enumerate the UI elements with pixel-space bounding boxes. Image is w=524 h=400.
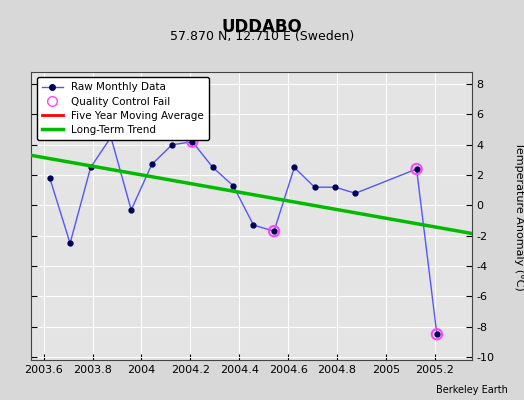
Raw Monthly Data bbox=[189, 139, 195, 144]
Quality Control Fail bbox=[412, 166, 421, 172]
Raw Monthly Data bbox=[352, 191, 358, 196]
Raw Monthly Data bbox=[311, 185, 318, 190]
Quality Control Fail bbox=[188, 138, 196, 145]
Text: Berkeley Earth: Berkeley Earth bbox=[436, 385, 508, 395]
Raw Monthly Data bbox=[169, 142, 175, 147]
Raw Monthly Data bbox=[108, 135, 114, 140]
Raw Monthly Data bbox=[88, 165, 94, 170]
Raw Monthly Data bbox=[128, 208, 134, 212]
Legend: Raw Monthly Data, Quality Control Fail, Five Year Moving Average, Long-Term Tren: Raw Monthly Data, Quality Control Fail, … bbox=[37, 77, 209, 140]
Quality Control Fail bbox=[270, 228, 278, 234]
Raw Monthly Data bbox=[413, 167, 420, 172]
Quality Control Fail bbox=[433, 331, 441, 338]
Raw Monthly Data bbox=[332, 185, 339, 190]
Raw Monthly Data bbox=[250, 223, 257, 228]
Y-axis label: Temperature Anomaly (°C): Temperature Anomaly (°C) bbox=[514, 142, 524, 290]
Raw Monthly Data bbox=[230, 183, 236, 188]
Text: 57.870 N, 12.710 E (Sweden): 57.870 N, 12.710 E (Sweden) bbox=[170, 30, 354, 43]
Raw Monthly Data bbox=[67, 241, 73, 246]
Raw Monthly Data bbox=[271, 229, 277, 234]
Line: Raw Monthly Data: Raw Monthly Data bbox=[47, 135, 439, 337]
Text: UDDABO: UDDABO bbox=[222, 18, 302, 36]
Raw Monthly Data bbox=[434, 332, 440, 337]
Raw Monthly Data bbox=[210, 165, 216, 170]
Raw Monthly Data bbox=[291, 165, 298, 170]
Raw Monthly Data bbox=[47, 176, 53, 180]
Raw Monthly Data bbox=[149, 162, 155, 167]
